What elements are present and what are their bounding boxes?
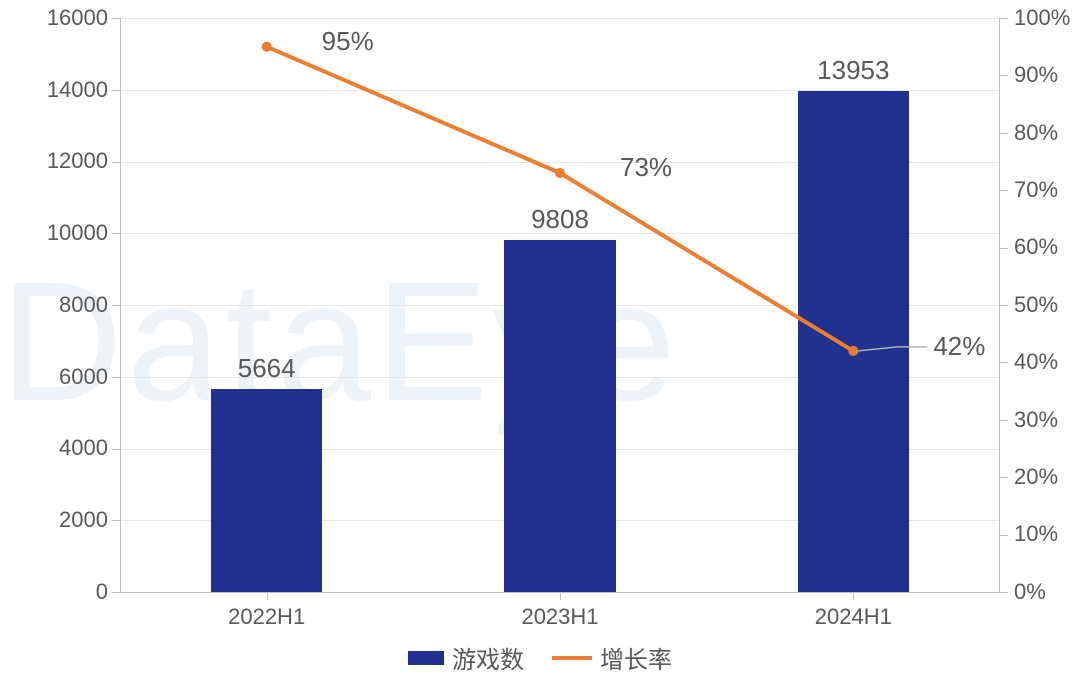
legend-swatch-bar <box>408 651 444 665</box>
legend-label-bars: 游戏数 <box>452 640 524 675</box>
legend-swatch-line <box>552 656 592 660</box>
legend-item-bars: 游戏数 <box>408 640 524 675</box>
line-value-label: 42% <box>933 331 985 362</box>
legend: 游戏数 增长率 <box>408 640 672 675</box>
line-series <box>0 0 1080 682</box>
legend-label-line: 增长率 <box>600 640 672 675</box>
line-value-label: 73% <box>620 152 672 183</box>
legend-item-line: 增长率 <box>552 640 672 675</box>
line-value-label: 95% <box>322 26 374 57</box>
combo-chart: DataEye 02000400060008000100001200014000… <box>0 0 1080 682</box>
